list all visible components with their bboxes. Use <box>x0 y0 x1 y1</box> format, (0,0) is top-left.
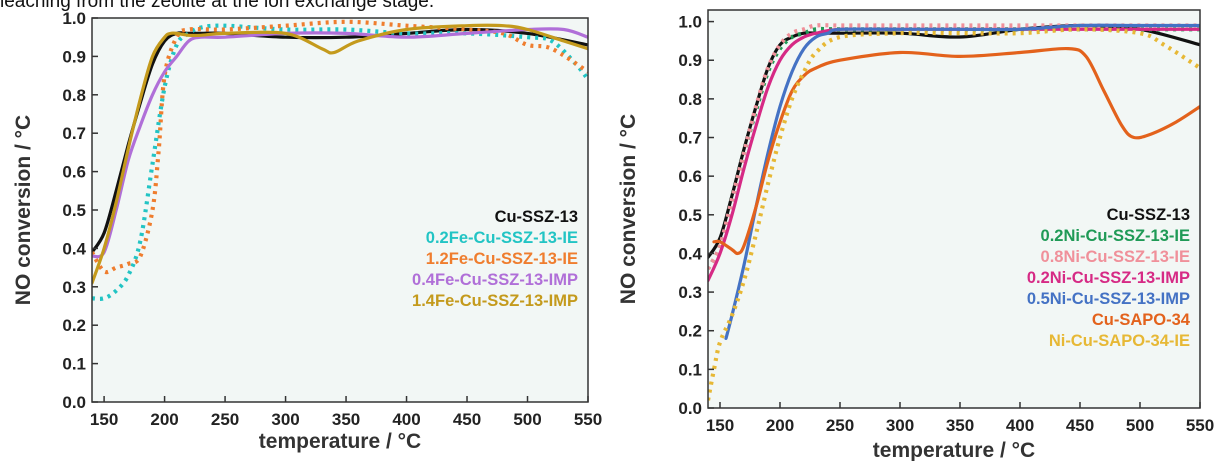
y-tick-label: 0.8 <box>678 90 702 109</box>
series-group <box>708 23 1200 401</box>
y-tick-label: 0.8 <box>62 86 86 105</box>
legend: Cu-SSZ-13 0.2Ni-Cu-SSZ-13-IE 0.8Ni-Cu-SSZ-… <box>1027 206 1191 350</box>
x-tick-label: 550 <box>1186 416 1214 435</box>
x-tick-label: 300 <box>271 410 299 429</box>
legend-entry-6: Cu-SAPO-34 <box>1092 311 1191 329</box>
legend-entry-1: Cu-SSZ-13 <box>1107 206 1190 224</box>
x-tick-label: 450 <box>453 410 481 429</box>
axes-frame <box>707 9 1201 409</box>
x-axis-label: temperature / °C <box>873 439 1035 461</box>
y-axis-label: NO conversion / °C <box>617 114 640 304</box>
x-tick-label: 500 <box>513 410 541 429</box>
y-tick-label: 0.9 <box>678 51 702 70</box>
y-tick-label: 1.0 <box>62 9 86 28</box>
series-line-5 <box>92 23 588 285</box>
legend-entry-7: Ni-Cu-SAPO-34-IE <box>1049 332 1190 350</box>
x-axis-label: temperature / °C <box>259 430 421 453</box>
x-tick-label: 500 <box>1126 416 1154 435</box>
series-group <box>92 19 588 301</box>
y-tick-label: 0.6 <box>678 167 702 186</box>
legend-entry-1: Cu-SSZ-13 <box>495 208 578 226</box>
plot-area <box>92 18 588 402</box>
chart-1: 0.0 0.1 0.2 0.3 0.4 0.5 0.6 0.7 0.8 0.9 1.0 150 200 2… <box>12 9 602 453</box>
y-tick-label: 0.9 <box>62 47 86 66</box>
y-tick-label: 0.7 <box>678 129 702 148</box>
legend-entry-5: 1.4Fe-Cu-SSZ-13-IMP <box>412 292 578 310</box>
y-tick-label: 0.1 <box>678 360 702 379</box>
series-line-7 <box>708 27 1200 401</box>
y-tick-label: 0.5 <box>678 206 702 225</box>
x-tick-label: 350 <box>332 410 360 429</box>
legend-entry-3: 1.2Fe-Cu-SSZ-13-IE <box>426 250 578 268</box>
x-tick-label: 300 <box>886 416 914 435</box>
x-tick-label: 550 <box>574 410 602 429</box>
x-tick-label: 250 <box>211 410 239 429</box>
series-line-4 <box>92 27 588 259</box>
y-tick-label: 0.5 <box>62 201 86 220</box>
legend-entry-4: 0.4Fe-Cu-SSZ-13-IMP <box>412 271 578 289</box>
y-tick-label: 0.4 <box>678 244 702 263</box>
legend-entry-3: 0.8Ni-Cu-SSZ-13-IE <box>1041 248 1190 266</box>
legend-entry-2: 0.2Fe-Cu-SSZ-13-IE <box>426 229 578 247</box>
x-tick-label: 350 <box>946 416 974 435</box>
y-tick-label: 0.3 <box>678 283 702 302</box>
y-tick-label: 0.3 <box>62 278 86 297</box>
x-tick-label: 200 <box>766 416 794 435</box>
x-tick-label: 400 <box>1006 416 1034 435</box>
y-tick-label: 1.0 <box>678 13 702 32</box>
series-line-6 <box>712 46 1200 256</box>
series-line-3 <box>92 19 588 275</box>
y-tick-label: 0.1 <box>62 355 86 374</box>
x-tick-label: 400 <box>392 410 420 429</box>
y-tick-label: 0.0 <box>678 399 702 418</box>
x-tick-label: 200 <box>150 410 178 429</box>
y-tick-label: 0.4 <box>62 239 86 258</box>
legend-entry-4: 0.2Ni-Cu-SSZ-13-IMP <box>1027 269 1190 287</box>
y-tick-label: 0.2 <box>62 316 86 335</box>
x-tick-label: 450 <box>1066 416 1094 435</box>
chart-2: 0.0 0.1 0.2 0.3 0.4 0.5 0.6 0.7 0.8 0.9 1.0 150 200 2… <box>617 9 1214 461</box>
y-tick-label: 0.2 <box>678 322 702 341</box>
series-line-3 <box>708 23 1200 270</box>
y-tick-label: 0.0 <box>62 393 86 412</box>
y-axis-label: NO conversion / °C <box>12 115 35 305</box>
x-tick-label: 150 <box>90 410 118 429</box>
x-tick-label: 250 <box>826 416 854 435</box>
figure-caption: leaching from the zeolite at the ion exc… <box>0 0 435 12</box>
legend-entry-5: 0.5Ni-Cu-SSZ-13-IMP <box>1027 290 1190 308</box>
y-tick-label: 0.6 <box>62 163 86 182</box>
legend: Cu-SSZ-13 0.2Fe-Cu-SSZ-13-IE 1.2Fe-Cu-SSZ-… <box>412 208 578 310</box>
y-tick-label: 0.7 <box>62 124 86 143</box>
x-tick-label: 150 <box>706 416 734 435</box>
legend-entry-2: 0.2Ni-Cu-SSZ-13-IE <box>1041 227 1190 245</box>
